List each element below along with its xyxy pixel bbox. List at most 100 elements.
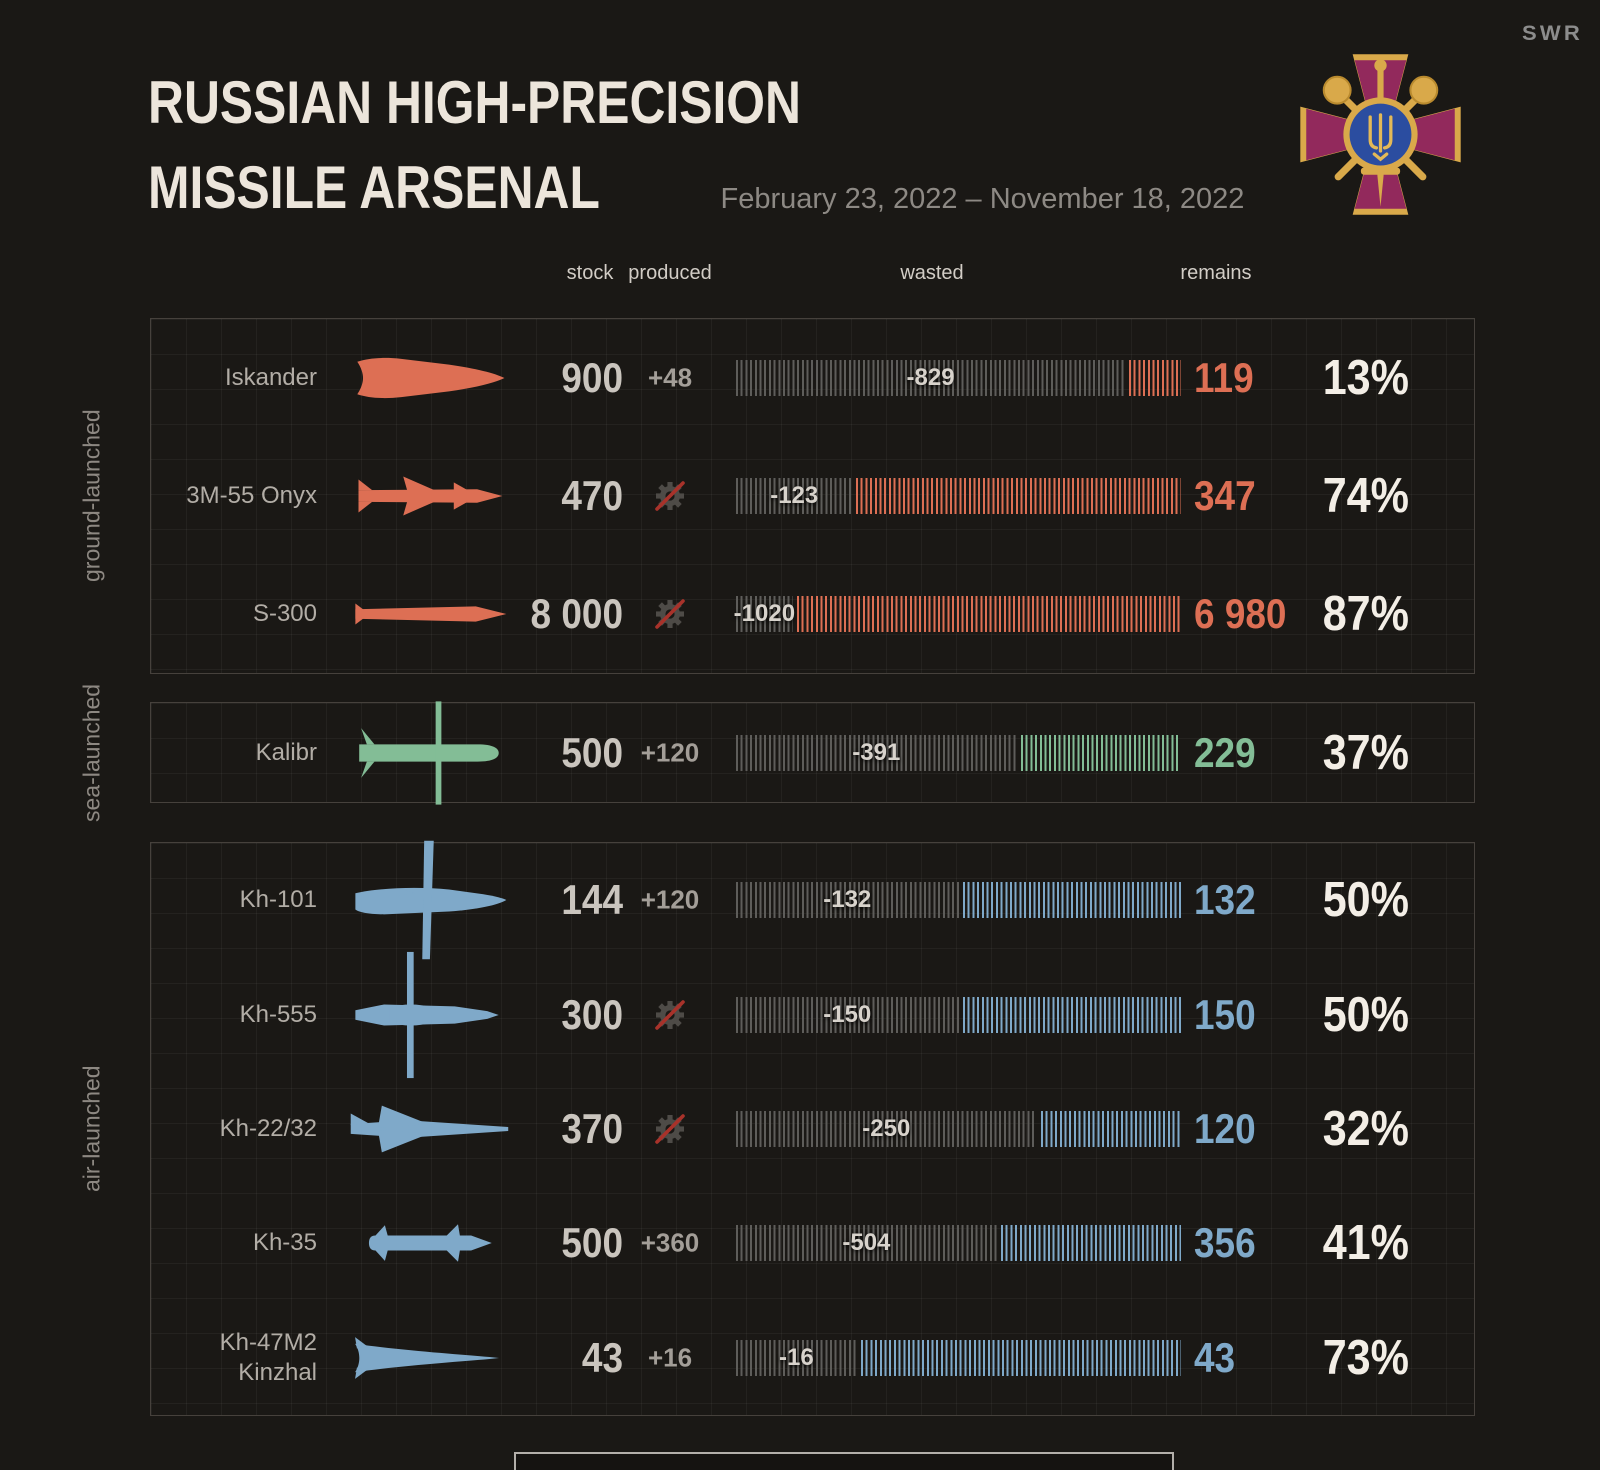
kalibr-missile-icon (333, 700, 523, 805)
wasted-value: -250 (862, 1115, 911, 1143)
remains-value: 119 (1194, 354, 1254, 401)
title-line-1: RUSSIAN HIGH-PRECISION (148, 69, 802, 136)
ukraine-mod-emblem-icon (1298, 52, 1463, 222)
no-production-icon (635, 996, 705, 1034)
remains-segment (856, 478, 1181, 514)
missile-name: Kh-35 (252, 1229, 317, 1257)
percent-value: 50% (1322, 987, 1409, 1042)
missile-row: Kh-22/32 370 -250 120 32% (151, 1072, 1474, 1186)
remains-segment (1129, 360, 1181, 396)
missile-row: Kh-35 500 +360 -504 356 41% (151, 1186, 1474, 1300)
usage-bar: -504 (736, 1225, 1181, 1262)
wasted-segment: -504 (736, 1225, 997, 1262)
percent-value: 74% (1322, 469, 1409, 523)
usage-bar: -123 (736, 478, 1181, 514)
wasted-value: -504 (842, 1229, 891, 1257)
remains-segment (1040, 1111, 1181, 1148)
produced-value: +120 (640, 737, 700, 767)
wasted-segment: -1020 (733, 596, 796, 632)
remains-segment (860, 1339, 1181, 1376)
remains-value: 356 (1194, 1219, 1256, 1267)
no-production-icon (635, 1110, 705, 1148)
stock-value: 900 (561, 354, 623, 401)
column-header-stock: stock (566, 262, 614, 284)
kh101-missile-icon (333, 840, 523, 960)
stock-value: 470 (561, 472, 623, 519)
percent-value: 13% (1322, 351, 1409, 405)
kinzhal-missile-icon (333, 1326, 523, 1390)
missile-name: Kh-555 (239, 1000, 317, 1028)
page-title: RUSSIAN HIGH-PRECISION MISSILE ARSENAL F… (148, 60, 1244, 230)
title-line-2: MISSILE ARSENAL (148, 154, 600, 221)
remains-segment (1000, 1225, 1181, 1262)
wasted-value: -1020 (733, 600, 796, 627)
produced-value: +16 (647, 1342, 693, 1373)
iskander-missile-icon (333, 346, 523, 410)
onyx-missile-icon (333, 464, 523, 528)
percent-value: 73% (1322, 1330, 1409, 1385)
missile-row: Kh-47M2 Kinzhal 43 +16 -16 43 73% (151, 1301, 1474, 1415)
wasted-segment: -132 (736, 882, 959, 919)
wasted-value: -16 (778, 1343, 814, 1371)
wasted-value: -391 (852, 738, 901, 766)
usage-bar: -132 (736, 882, 1181, 919)
missile-row: Iskander 900 +48 -829 119 13% (151, 319, 1474, 437)
missile-name: 3M-55 Onyx (186, 482, 317, 509)
remains-segment (796, 596, 1181, 632)
s300-missile-icon (333, 582, 523, 646)
group-label: air-launched (78, 1065, 105, 1193)
stock-value: 500 (561, 1219, 623, 1267)
stock-value: 300 (561, 990, 623, 1038)
column-header-wasted: wasted (900, 262, 964, 284)
wasted-segment: -250 (736, 1111, 1037, 1148)
group-label: sea-launched (78, 683, 105, 822)
missile-row: Kh-101 144 +120 -132 132 50% (151, 840, 1474, 960)
remains-segment (1020, 734, 1181, 771)
missile-name: Iskander (224, 364, 317, 391)
stock-value: 500 (561, 728, 623, 776)
wasted-segment: -150 (736, 996, 959, 1033)
date-range: February 23, 2022 – November 18, 2022 (720, 183, 1245, 215)
usage-bar: -150 (736, 996, 1181, 1033)
percent-value: 50% (1322, 873, 1409, 928)
wasted-segment: -829 (736, 360, 1126, 396)
kh2232-missile-icon (333, 1097, 523, 1161)
remains-value: 120 (1194, 1105, 1256, 1153)
column-header-remains: remains (1180, 262, 1252, 284)
missile-name: Kh-47M2 Kinzhal (219, 1328, 317, 1386)
percent-value: 37% (1322, 725, 1409, 780)
no-production-icon (635, 477, 705, 515)
usage-bar: -16 (736, 1339, 1181, 1376)
percent-value: 41% (1322, 1216, 1409, 1271)
column-header-produced: produced (628, 262, 712, 284)
group-panel-air-launched: air-launched Kh-101 144 +120 -132 132 50% Kh-55… (79, 840, 1475, 1416)
wasted-value: -829 (906, 364, 955, 391)
group-panel-sea-launched: sea-launched Kalibr 500 +120 -391 229 37% (79, 683, 1475, 822)
missile-name: Kh-101 (239, 886, 317, 914)
remains-value: 6 980 (1194, 590, 1287, 637)
stock-value: 8 000 (530, 590, 623, 637)
missile-row: S-300 8 000 -1020 6 980 87% (151, 555, 1474, 673)
missile-row: Kh-555 300 -150 150 50% (151, 951, 1474, 1078)
usage-bar: -1020 (733, 596, 1181, 632)
group-label: ground-launched (78, 409, 105, 583)
usage-bar: -250 (736, 1111, 1181, 1148)
group-panel-ground-launched: ground-launched Iskander 900 +48 -829 119 13% 3… (79, 318, 1475, 674)
usage-bar: -829 (736, 360, 1181, 396)
stock-value: 370 (561, 1105, 623, 1153)
wasted-segment: -16 (736, 1339, 857, 1376)
missile-name: Kh-22/32 (219, 1115, 317, 1143)
missile-row: Kalibr 500 +120 -391 229 37% (151, 700, 1474, 805)
no-production-icon (635, 595, 705, 633)
produced-value: +120 (640, 884, 700, 915)
kh555-missile-icon (333, 951, 523, 1078)
remains-segment (962, 882, 1181, 919)
remains-value: 229 (1194, 728, 1256, 776)
usage-bar: -391 (736, 734, 1181, 771)
remains-value: 132 (1194, 876, 1256, 924)
wasted-segment: -123 (736, 478, 853, 514)
wasted-value: -150 (823, 1000, 872, 1028)
percent-value: 32% (1322, 1102, 1409, 1157)
wasted-segment: -391 (736, 734, 1017, 771)
